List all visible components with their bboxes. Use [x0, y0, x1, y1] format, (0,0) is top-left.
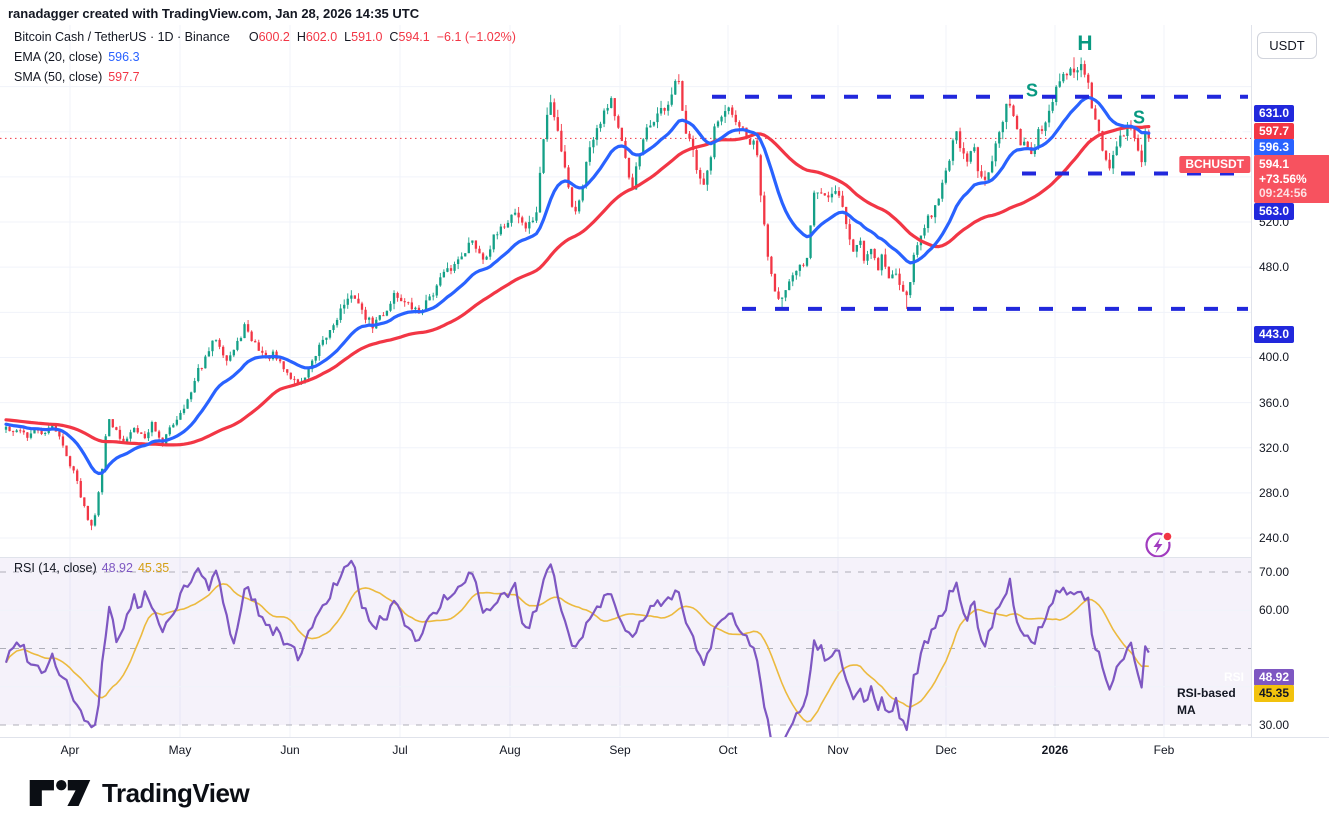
- symbol-tag: BCHUSDT: [1179, 156, 1250, 173]
- rsi-value: 48.92: [101, 561, 133, 575]
- pattern-label-left-shoulder: S: [1025, 80, 1039, 101]
- pattern-label-head: H: [1077, 32, 1093, 55]
- ema-value-badge: 596.3: [1254, 138, 1295, 156]
- attribution-text: ranadagger created with TradingView.com,…: [8, 6, 420, 21]
- high-value: 602.0: [305, 30, 338, 44]
- pane-separator[interactable]: [0, 557, 1329, 558]
- time-tick-label: Nov: [827, 743, 849, 757]
- tradingview-logo-text: TradingView: [102, 777, 250, 808]
- time-tick-label: Dec: [935, 743, 957, 757]
- last-price-badge[interactable]: 594.1 +73.56% 09:24:56: [1254, 155, 1329, 203]
- chart-legend: Bitcoin Cash / TetherUS · 1D · Binance O6…: [14, 29, 516, 86]
- close-value: 594.1: [398, 30, 430, 44]
- symbol-ohlc-row: Bitcoin Cash / TetherUS · 1D · Binance O6…: [14, 29, 516, 46]
- level-badge-443[interactable]: 443.0: [1254, 325, 1295, 343]
- low-label: L: [344, 30, 352, 44]
- time-axis-panel[interactable]: Apr May Jun Jul Aug Sep Oct Nov Dec 2026 Feb: [0, 737, 1329, 762]
- rsi-legend-row[interactable]: RSI (14, close) 48.92 45.35: [14, 561, 174, 575]
- rsi-value-badge: 48.92: [1254, 668, 1295, 686]
- time-tick-label: Apr: [60, 743, 80, 757]
- symbol-title[interactable]: Bitcoin Cash / TetherUS · 1D · Binance: [14, 30, 230, 44]
- rsi-label: RSI (14, close): [14, 561, 97, 575]
- low-value: 591.0: [351, 30, 383, 44]
- time-tick-label: Jul: [392, 743, 408, 757]
- rsi-ma-value-badge: 45.35: [1254, 684, 1295, 702]
- sma-value: 597.7: [108, 70, 140, 84]
- close-label: C: [389, 30, 399, 44]
- ema-value: 596.3: [108, 50, 140, 64]
- price-tick-label: 480.0: [1259, 260, 1290, 275]
- time-tick-label: Sep: [609, 743, 631, 757]
- tradingview-logo[interactable]: TradingView: [28, 776, 250, 810]
- tradingview-logo-mark: [29, 780, 91, 806]
- time-tick-label: May: [168, 743, 192, 757]
- time-tick-label: Jun: [280, 743, 300, 757]
- price-tick-label: 280.0: [1259, 485, 1290, 500]
- sma-tag: SMA:MA: [1194, 123, 1244, 138]
- time-tick-label: Feb: [1153, 743, 1175, 757]
- time-tick-label: 2026: [1041, 743, 1069, 757]
- level-badge-631[interactable]: 631.0: [1254, 104, 1295, 122]
- price-tick-label: 240.0: [1259, 531, 1290, 546]
- ema-legend-row[interactable]: EMA (20, close) 596.3: [14, 49, 516, 66]
- bottom-bar: TradingView: [0, 761, 1329, 823]
- time-tick-label: Aug: [499, 743, 521, 757]
- open-value: 600.2: [258, 30, 290, 44]
- ema-label: EMA (20, close): [14, 50, 103, 64]
- open-label: O: [248, 30, 259, 44]
- rsi-tick-label: 60.00: [1259, 603, 1290, 618]
- rsi-tick-label: 30.00: [1259, 718, 1290, 732]
- time-tick-label: Oct: [718, 743, 738, 757]
- sma-legend-row[interactable]: SMA (50, close) 597.7: [14, 69, 516, 86]
- bar-countdown: 09:24:56: [1259, 186, 1308, 200]
- rsi-tag: RSI: [1223, 669, 1244, 684]
- pattern-label-right-shoulder: S: [1132, 107, 1146, 128]
- ema-tag: EMA: [1217, 139, 1244, 154]
- rsi-ma-value: 45.35: [137, 561, 170, 575]
- price-tick-label: 360.0: [1259, 395, 1290, 410]
- last-price-value: 594.1: [1259, 157, 1290, 171]
- sma-label: SMA (50, close): [14, 70, 103, 84]
- level-badge-563[interactable]: 563.0: [1254, 203, 1295, 220]
- flash-idea-icon[interactable]: [1141, 527, 1177, 563]
- rsi-tick-label: 70.00: [1259, 565, 1290, 579]
- rsi-ma-tag: RSI-based MA: [1177, 685, 1236, 717]
- currency-toggle-button[interactable]: USDT: [1257, 32, 1317, 59]
- change-value: −6.1 (−1.02%): [436, 30, 516, 44]
- sma-value-badge: 597.7: [1254, 122, 1295, 140]
- price-tick-label: 400.0: [1259, 350, 1290, 365]
- high-label: H: [296, 30, 306, 44]
- price-tick-label: 320.0: [1259, 440, 1290, 455]
- change-percent: +73.56%: [1259, 171, 1307, 186]
